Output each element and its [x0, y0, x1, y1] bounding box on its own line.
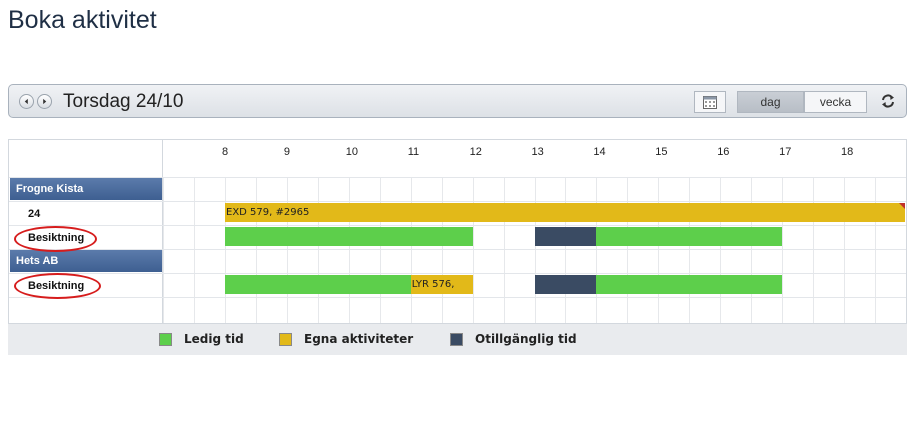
- activity-bar[interactable]: EXD 579, #2965: [225, 203, 905, 222]
- refresh-icon[interactable]: [879, 92, 897, 110]
- label-column-divider: [162, 140, 163, 323]
- free-time-bar[interactable]: [225, 275, 411, 294]
- grid-line: [379, 178, 381, 323]
- grid-row-line: [9, 225, 906, 226]
- legend-item-free: Ledig tid: [159, 332, 244, 346]
- legend-swatch: [450, 332, 463, 346]
- group-header: Hets AB: [10, 250, 162, 272]
- grid-line: [751, 178, 753, 323]
- hour-label: 17: [779, 146, 792, 158]
- grid-line: [720, 178, 722, 323]
- grid-line: [410, 178, 412, 323]
- free-time-bar[interactable]: [225, 227, 473, 246]
- grid-line: [317, 178, 319, 323]
- unavailable-bar[interactable]: [534, 227, 597, 246]
- view-week-button[interactable]: vecka: [804, 91, 867, 113]
- previous-day-button[interactable]: [19, 94, 34, 109]
- calendar-icon: [703, 95, 717, 109]
- grid-line: [658, 178, 660, 323]
- grid-line: [689, 178, 691, 323]
- next-day-button[interactable]: [37, 94, 52, 109]
- grid-line: [163, 178, 165, 323]
- legend-label: Egna aktiviteter: [304, 332, 414, 346]
- schedule-grid: 8 9 10 11 12 13 14 15 16 17 18 Frogne Kista 24 EXD 57…: [8, 139, 907, 324]
- calendar-picker-button[interactable]: [694, 91, 726, 113]
- date-title: Torsdag 24/10: [63, 91, 184, 112]
- grid-line: [348, 178, 350, 323]
- overflow-marker: [899, 203, 905, 209]
- grid-row-line: [9, 249, 906, 250]
- grid-line: [225, 178, 226, 323]
- legend-label: Otillgänglig tid: [475, 332, 577, 346]
- view-day-button[interactable]: dag: [737, 91, 804, 113]
- hour-label: 14: [593, 146, 606, 158]
- free-time-bar[interactable]: [596, 275, 783, 294]
- group-header: Frogne Kista: [10, 178, 162, 200]
- grid-line: [441, 178, 443, 323]
- legend-item-unavailable: Otillgänglig tid: [450, 332, 577, 346]
- grid-line: [194, 178, 196, 323]
- grid-row-line: [9, 273, 906, 274]
- activity-bar[interactable]: LYR 576,: [410, 275, 473, 294]
- chevron-right-icon: [43, 98, 47, 105]
- hour-label: 11: [407, 146, 420, 158]
- hour-label: 15: [655, 146, 668, 158]
- grid-line: [844, 178, 845, 323]
- hour-label: 12: [469, 146, 482, 158]
- hour-label: 16: [717, 146, 730, 158]
- grid-row-line: [9, 177, 906, 178]
- hour-label: 8: [222, 146, 229, 158]
- grid-line: [255, 178, 257, 323]
- grid-row-line: [9, 201, 906, 202]
- grid-line: [874, 178, 876, 323]
- legend-label: Ledig tid: [184, 332, 244, 346]
- row-label: 24: [28, 208, 41, 220]
- free-time-bar[interactable]: [596, 227, 783, 246]
- hour-label: 10: [345, 146, 359, 158]
- grid-line: [503, 178, 505, 323]
- annotation-circle: [14, 226, 97, 252]
- grid-line: [627, 178, 629, 323]
- grid-row-line: [9, 297, 906, 298]
- grid-line: [534, 178, 536, 323]
- grid-line: [472, 178, 474, 323]
- grid-line: [286, 178, 288, 323]
- grid-line: [782, 178, 784, 323]
- hour-label: 13: [531, 146, 544, 158]
- legend-item-own: Egna aktiviteter: [279, 332, 413, 346]
- grid-line: [596, 178, 598, 323]
- calendar-toolbar: Torsdag 24/10 dag vecka: [8, 84, 907, 118]
- hour-label: 9: [283, 146, 291, 158]
- unavailable-bar[interactable]: [534, 275, 597, 294]
- annotation-circle: [14, 273, 101, 299]
- legend-swatch: [159, 332, 172, 346]
- hour-label: 18: [841, 146, 854, 158]
- grid-line: [565, 178, 567, 323]
- legend-swatch: [279, 332, 292, 346]
- page-title: Boka aktivitet: [8, 6, 157, 34]
- grid-line: [813, 178, 815, 323]
- chevron-left-icon: [24, 98, 28, 105]
- legend: Ledig tid Egna aktiviteter Otillgänglig …: [8, 324, 907, 355]
